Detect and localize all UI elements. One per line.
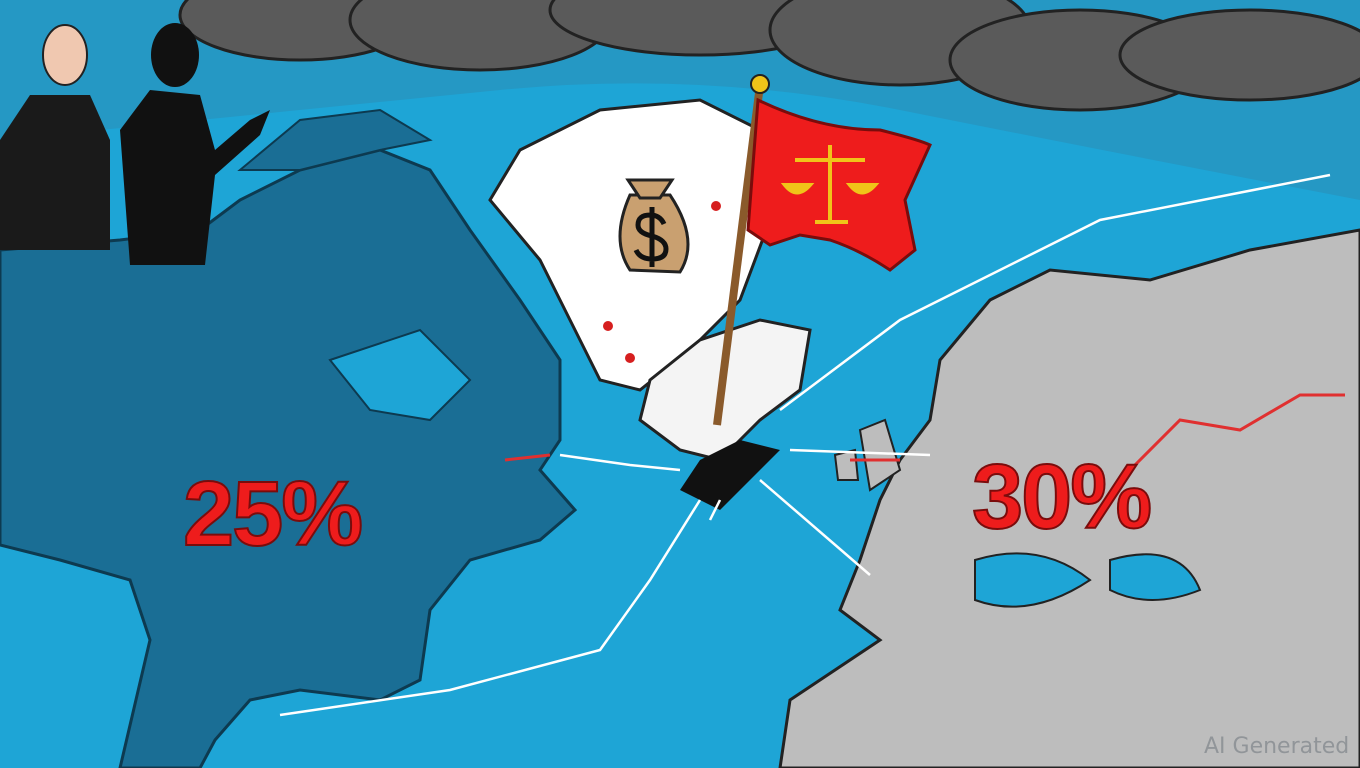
red-location-dots xyxy=(603,201,721,363)
europe xyxy=(778,228,1360,768)
dollar-sign-icon xyxy=(633,207,669,267)
tariff-label-europe: 30% xyxy=(971,445,1153,549)
businessmen xyxy=(0,23,270,265)
businessman-right-body xyxy=(120,90,270,265)
flag xyxy=(746,97,932,272)
hudson-bay xyxy=(328,328,472,422)
arctic-islands xyxy=(237,108,433,171)
flag-pole-finial xyxy=(750,74,770,94)
tariff-label-north-america: 25% xyxy=(182,462,364,566)
crack xyxy=(680,440,780,510)
businessman-left-body xyxy=(0,95,110,250)
businessman-right-head xyxy=(151,23,199,87)
inland-seas xyxy=(974,552,1202,608)
storm-clouds xyxy=(178,0,1360,112)
watermark: AI Generated xyxy=(1204,734,1350,759)
money-bag-icon xyxy=(618,178,690,274)
red-route-lines xyxy=(504,393,1345,472)
white-route-lines xyxy=(279,173,1331,717)
businessman-left-head xyxy=(42,24,88,86)
flag-pole xyxy=(713,84,764,426)
scales-icon xyxy=(780,145,880,224)
great-britain xyxy=(858,418,902,492)
ireland xyxy=(833,448,860,481)
